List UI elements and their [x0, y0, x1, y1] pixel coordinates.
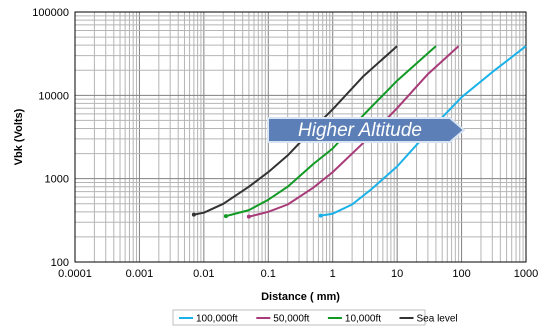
series-line-100-000ft	[320, 45, 527, 217]
series-start-point-50-000ft	[246, 214, 251, 219]
y-tick-label: 100	[51, 257, 69, 269]
legend-label-50-000ft: 50,000ft	[273, 314, 309, 325]
series-start-point-sea-level	[191, 212, 196, 217]
x-tick-label: 0.01	[193, 268, 214, 280]
y-tick-label: 10000	[38, 90, 69, 102]
x-tick-label: 0.0001	[58, 268, 92, 280]
legend-box	[172, 309, 426, 326]
legend: 100,000ft 50,000ft 10,000ft Sea level	[172, 309, 458, 326]
x-tick-label: 0.1	[261, 268, 276, 280]
x-tick-label: 100	[452, 268, 470, 280]
y-tick-label: 100000	[32, 7, 69, 19]
series-line-10-000ft	[225, 45, 437, 218]
x-tick-label: 0.001	[126, 268, 154, 280]
legend-label-sea-level: Sea level	[417, 314, 458, 325]
legend-label-100-000ft: 100,000ft	[196, 314, 238, 325]
series-layer	[191, 45, 527, 219]
x-tick-label: 10	[391, 268, 403, 280]
series-start-point-10-000ft	[223, 214, 228, 219]
y-axis-title: Vbk (Volts)	[13, 108, 25, 165]
tick-labels: 0.0001 0.001 0.01 0.1 1 10 100 1000 100 1000 10000…	[32, 7, 538, 280]
legend-label-10-000ft: 10,000ft	[345, 314, 381, 325]
x-tick-label: 1000	[514, 268, 538, 280]
series-line-sea-level	[193, 45, 398, 216]
series-start-point-100-000ft	[318, 213, 323, 218]
y-tick-label: 1000	[45, 174, 69, 186]
x-axis-title: Distance ( mm)	[261, 291, 340, 303]
annotation-text: Higher Altitude	[298, 120, 422, 141]
plot-frame	[74, 11, 527, 263]
annotation-higher-altitude: Higher Altitude	[267, 117, 466, 143]
series-line-50-000ft	[248, 45, 460, 218]
annotation-arrow	[267, 117, 466, 143]
x-tick-label: 1	[330, 268, 336, 280]
